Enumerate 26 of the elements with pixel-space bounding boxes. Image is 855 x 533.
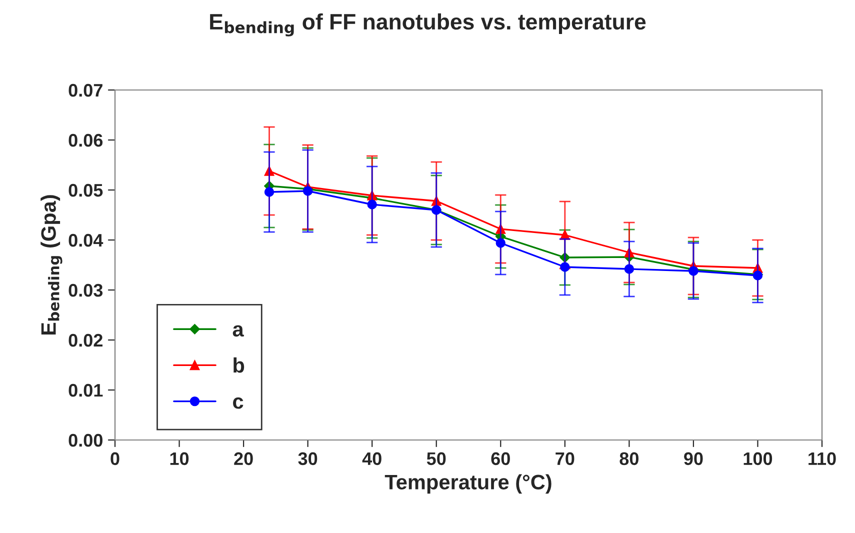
y-tick-label: 0.00: [68, 434, 102, 447]
y-tick-label: 0.02: [68, 334, 102, 347]
y-tick-label: 0.05: [68, 184, 103, 197]
y-tick-label: 0.07: [68, 84, 102, 97]
chart-title: E$_{bending}$ of FF nanotubes vs. temperature: [210, 13, 646, 36]
x-tick-label: 100: [744, 452, 772, 466]
x-tick-label: 110: [808, 452, 836, 466]
y-tick-label: 0.06: [68, 134, 103, 147]
legend-label: b: [234, 357, 244, 373]
y-tick-label: 0.01: [68, 384, 103, 397]
y-tick-label: 0.03: [68, 284, 103, 297]
x-tick-label: 20: [234, 452, 253, 466]
legend-label: a: [232, 325, 244, 337]
x-tick-label: 0: [110, 452, 120, 466]
x-tick-label: 90: [684, 452, 703, 466]
x-tick-label: 60: [491, 452, 510, 466]
x-tick-label: 50: [426, 452, 446, 466]
x-tick-label: 30: [298, 452, 318, 466]
y-tick-label: 0.04: [68, 234, 104, 247]
y-axis-title: E$_{bending}$ (Gpa): [40, 195, 62, 335]
x-axis-title: Temperature (°C): [384, 474, 552, 494]
x-tick-label: 70: [556, 452, 574, 466]
x-tick-label: 80: [620, 452, 638, 466]
x-tick-label: 40: [362, 452, 382, 466]
legend-label: c: [233, 397, 244, 409]
x-tick-label: 10: [170, 452, 189, 466]
